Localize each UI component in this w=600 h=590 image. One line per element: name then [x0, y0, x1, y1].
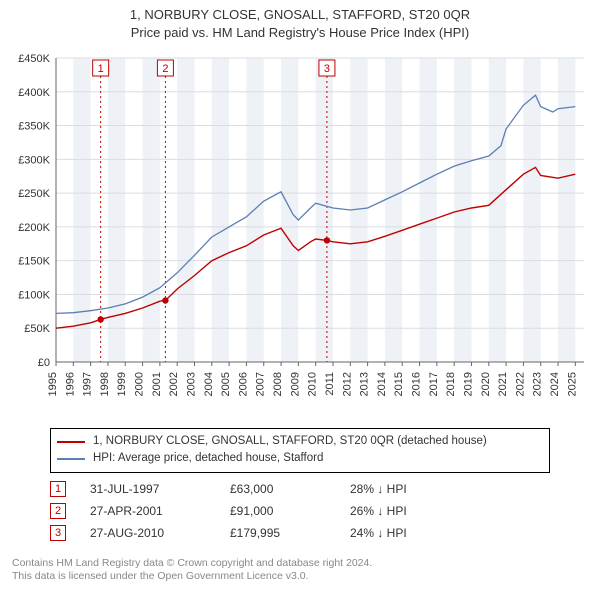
marker-badge-1: 1 — [50, 481, 66, 497]
svg-text:3: 3 — [324, 63, 330, 75]
marker-price-3: £179,995 — [230, 526, 350, 540]
marker-date-2: 27-APR-2001 — [90, 504, 230, 518]
marker-hpi-1: 28% ↓ HPI — [350, 482, 470, 496]
marker-badge-3: 3 — [50, 525, 66, 541]
legend-row-price-paid: 1, NORBURY CLOSE, GNOSALL, STAFFORD, ST2… — [57, 433, 543, 450]
svg-text:2010: 2010 — [307, 372, 319, 396]
svg-text:2014: 2014 — [376, 372, 388, 396]
title-line-1: 1, NORBURY CLOSE, GNOSALL, STAFFORD, ST2… — [0, 6, 600, 24]
svg-text:1: 1 — [98, 63, 104, 75]
svg-text:1999: 1999 — [116, 372, 128, 396]
svg-text:£300K: £300K — [18, 154, 50, 166]
svg-text:2002: 2002 — [168, 372, 180, 396]
svg-text:£450K: £450K — [18, 53, 50, 65]
svg-text:2017: 2017 — [428, 372, 440, 396]
marker-date-1: 31-JUL-1997 — [90, 482, 230, 496]
svg-text:£250K: £250K — [18, 188, 50, 200]
svg-text:1996: 1996 — [64, 372, 76, 396]
svg-text:£200K: £200K — [18, 222, 50, 234]
svg-text:2022: 2022 — [514, 372, 526, 396]
legend-swatch-1 — [57, 441, 85, 443]
svg-text:1997: 1997 — [82, 372, 94, 396]
svg-text:2020: 2020 — [480, 372, 492, 396]
svg-text:2004: 2004 — [203, 372, 215, 396]
svg-text:£50K: £50K — [24, 323, 50, 335]
svg-text:2021: 2021 — [497, 372, 509, 396]
marker-hpi-2: 26% ↓ HPI — [350, 504, 470, 518]
legend-label-1: 1, NORBURY CLOSE, GNOSALL, STAFFORD, ST2… — [93, 433, 487, 450]
svg-text:2024: 2024 — [549, 372, 561, 396]
legend-label-2: HPI: Average price, detached house, Staf… — [93, 450, 323, 467]
svg-text:£100K: £100K — [18, 289, 50, 301]
svg-text:2: 2 — [162, 63, 168, 75]
marker-date-3: 27-AUG-2010 — [90, 526, 230, 540]
svg-text:2006: 2006 — [237, 372, 249, 396]
marker-badge-2: 2 — [50, 503, 66, 519]
marker-table: 1 31-JUL-1997 £63,000 28% ↓ HPI 2 27-APR… — [50, 478, 550, 544]
svg-text:£150K: £150K — [18, 256, 50, 268]
svg-text:2023: 2023 — [532, 372, 544, 396]
svg-text:2012: 2012 — [341, 372, 353, 396]
footnote-line-2: This data is licensed under the Open Gov… — [12, 570, 372, 584]
title-line-2: Price paid vs. HM Land Registry's House … — [0, 24, 600, 42]
svg-text:2003: 2003 — [185, 372, 197, 396]
svg-text:2011: 2011 — [324, 372, 336, 396]
svg-text:£350K: £350K — [18, 121, 50, 133]
svg-text:2015: 2015 — [393, 372, 405, 396]
chart-title-block: 1, NORBURY CLOSE, GNOSALL, STAFFORD, ST2… — [0, 0, 600, 41]
svg-text:2001: 2001 — [151, 372, 163, 396]
legend-row-hpi: HPI: Average price, detached house, Staf… — [57, 450, 543, 467]
svg-text:2016: 2016 — [411, 372, 423, 396]
svg-text:2013: 2013 — [359, 372, 371, 396]
svg-text:2009: 2009 — [289, 372, 301, 396]
chart-container: £0 £50K £100K £150K £200K £250K £300K £350K £400… — [12, 50, 588, 420]
svg-text:1995: 1995 — [47, 372, 59, 396]
legend: 1, NORBURY CLOSE, GNOSALL, STAFFORD, ST2… — [50, 428, 550, 473]
marker-row-1: 1 31-JUL-1997 £63,000 28% ↓ HPI — [50, 478, 550, 500]
svg-text:2000: 2000 — [134, 372, 146, 396]
price-chart: £0 £50K £100K £150K £200K £250K £300K £350K £400… — [12, 50, 588, 420]
marker-hpi-3: 24% ↓ HPI — [350, 526, 470, 540]
svg-text:2019: 2019 — [462, 372, 474, 396]
svg-text:£0: £0 — [38, 357, 50, 369]
svg-text:2025: 2025 — [566, 372, 578, 396]
svg-text:£400K: £400K — [18, 87, 50, 99]
svg-text:2005: 2005 — [220, 372, 232, 396]
svg-text:2018: 2018 — [445, 372, 457, 396]
legend-swatch-2 — [57, 458, 85, 460]
svg-text:2008: 2008 — [272, 372, 284, 396]
svg-text:1998: 1998 — [99, 372, 111, 396]
marker-row-2: 2 27-APR-2001 £91,000 26% ↓ HPI — [50, 500, 550, 522]
marker-price-1: £63,000 — [230, 482, 350, 496]
footnote-line-1: Contains HM Land Registry data © Crown c… — [12, 557, 372, 571]
footnote: Contains HM Land Registry data © Crown c… — [12, 557, 372, 584]
marker-price-2: £91,000 — [230, 504, 350, 518]
svg-text:2007: 2007 — [255, 372, 267, 396]
marker-row-3: 3 27-AUG-2010 £179,995 24% ↓ HPI — [50, 522, 550, 544]
